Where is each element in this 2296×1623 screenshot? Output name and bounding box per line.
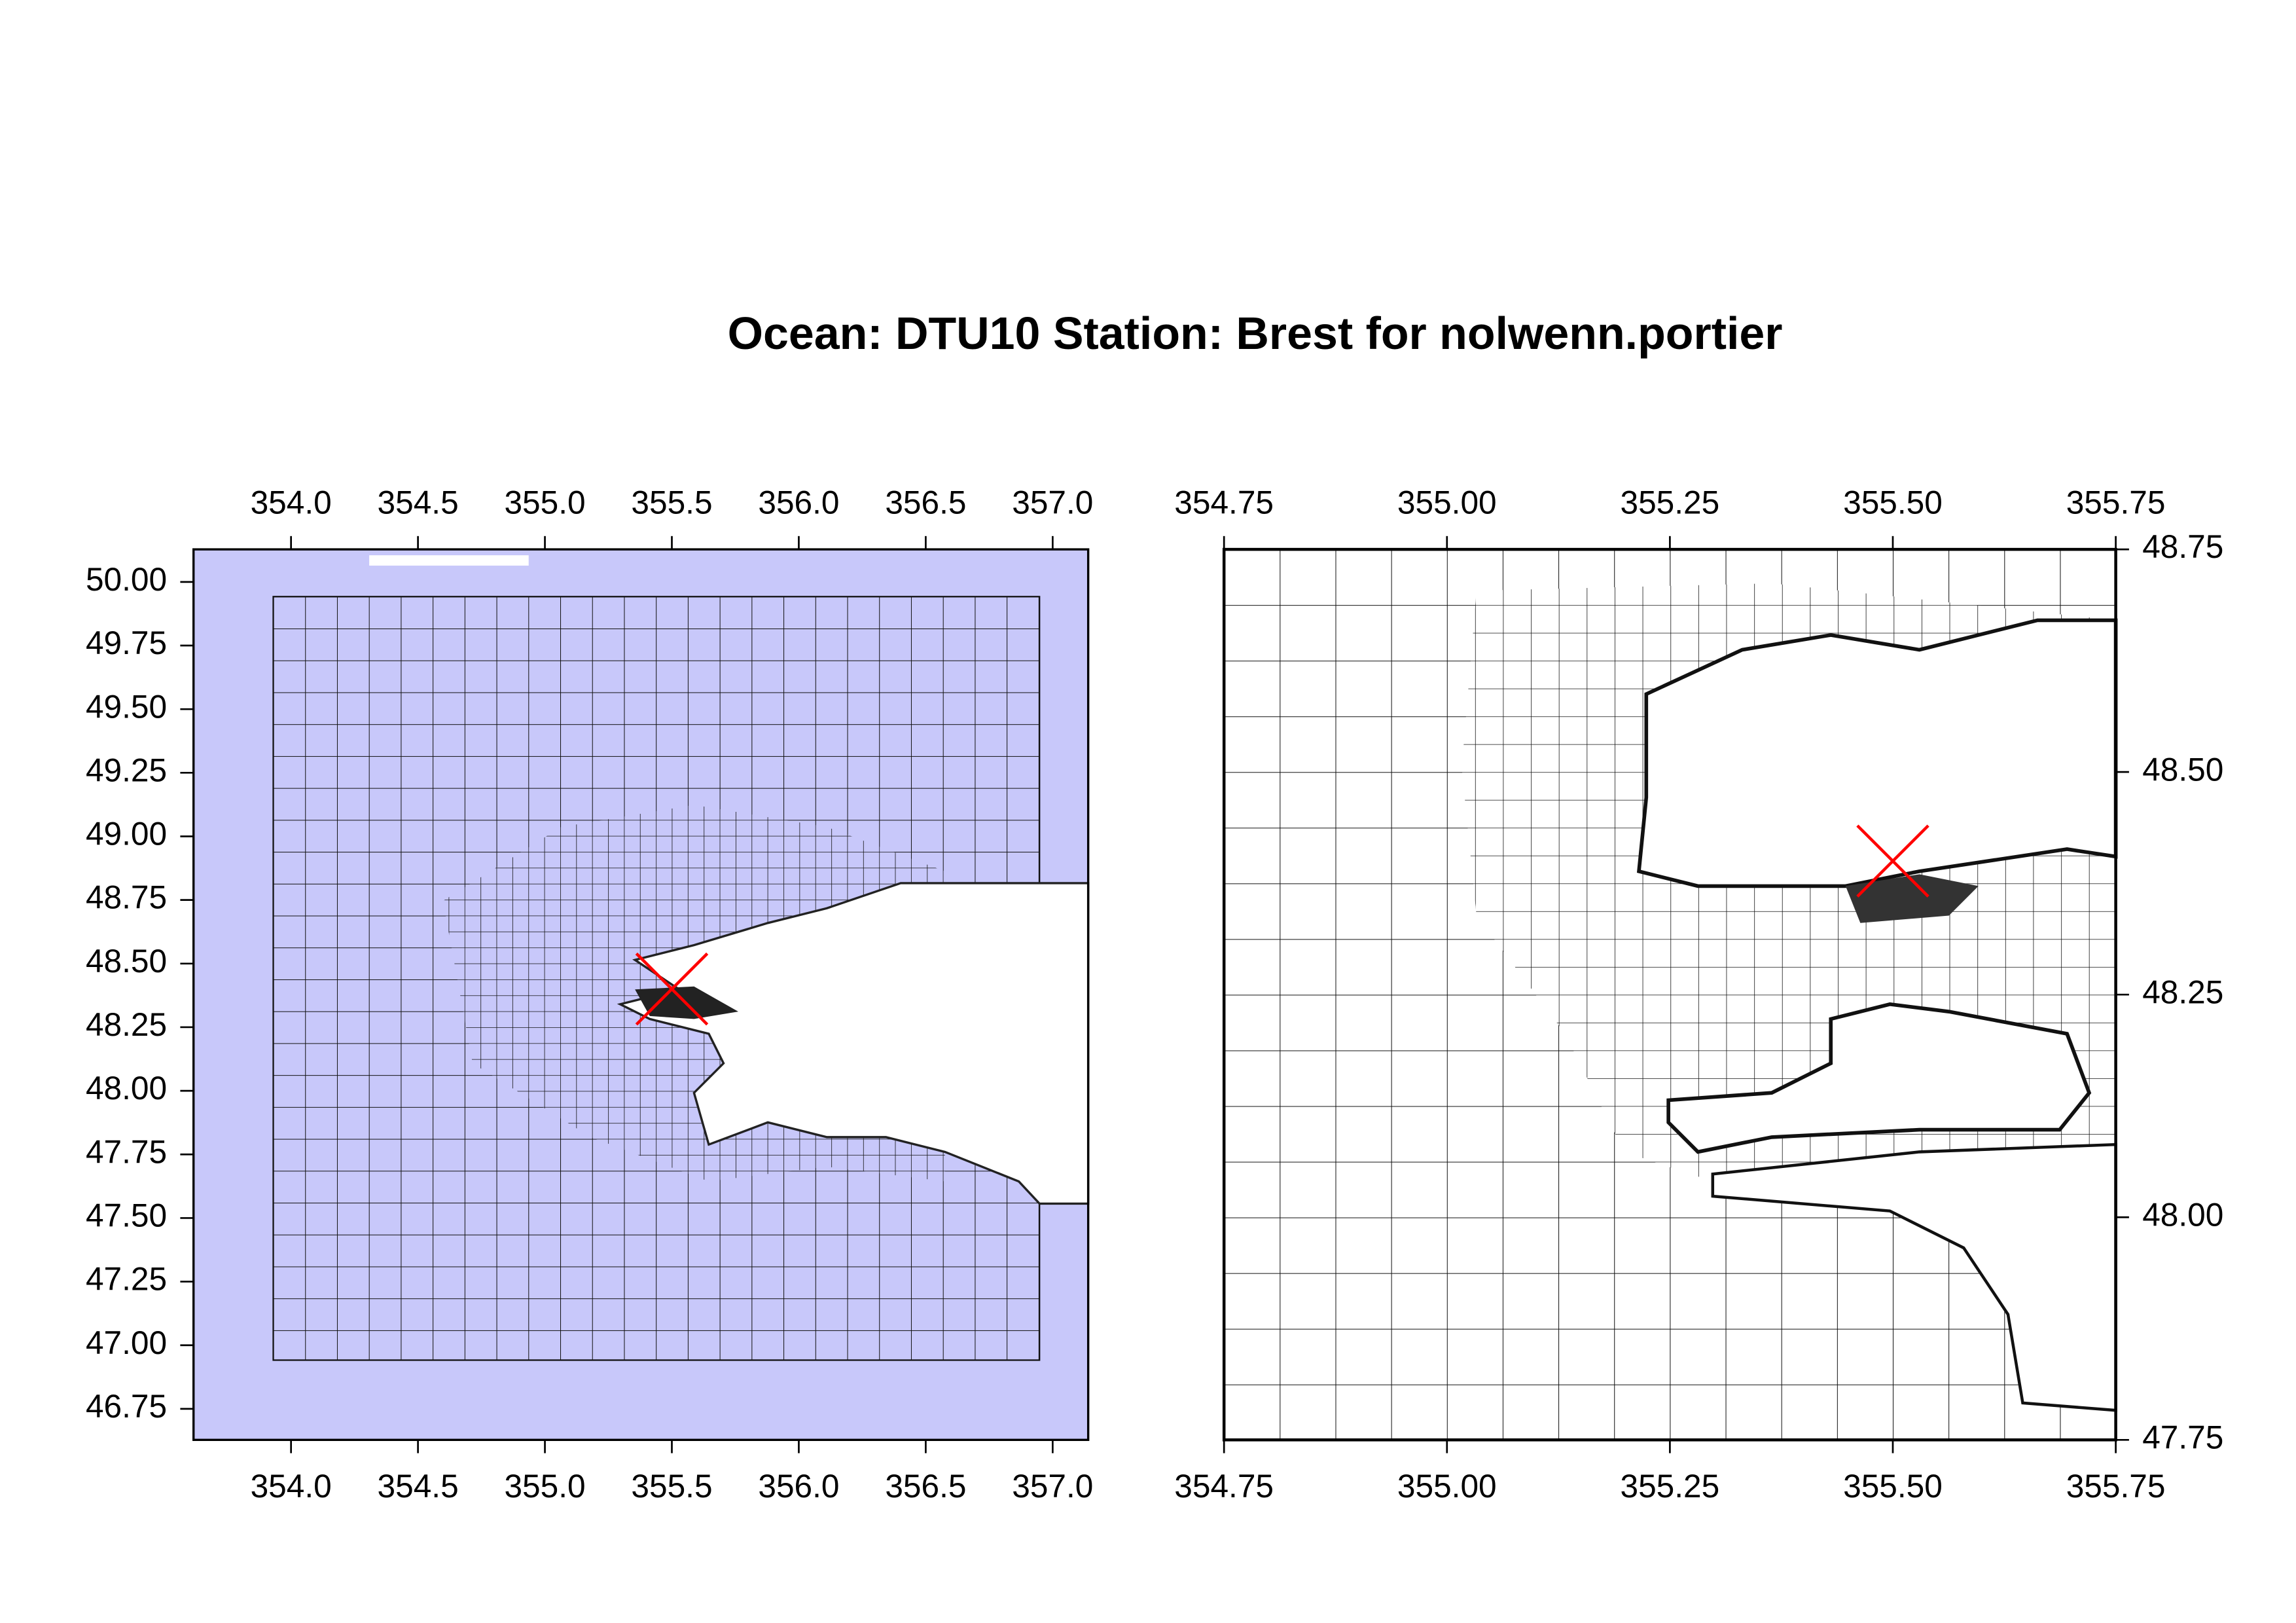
x-tick-label: 355.0	[504, 484, 585, 521]
x-tick-label: 357.0	[1012, 484, 1093, 521]
y-tick-label: 49.75	[86, 625, 167, 661]
title: Ocean: DTU10 Station: Brest for nolwenn.…	[728, 308, 1783, 359]
x-tick-label: 356.5	[885, 1468, 966, 1504]
x-tick-label: 354.0	[251, 484, 332, 521]
x-tick-label: 354.75	[1174, 1468, 1274, 1504]
x-tick-label: 357.0	[1012, 1468, 1093, 1504]
right-map	[1222, 547, 2118, 1442]
x-tick-label: 355.0	[504, 1468, 585, 1504]
x-tick-label: 355.75	[2066, 1468, 2166, 1504]
x-tick-label: 356.5	[885, 484, 966, 521]
marker-stroke	[635, 952, 709, 1026]
y-tick-label: 48.50	[2142, 751, 2223, 788]
y-tick-label: 49.25	[86, 752, 167, 788]
y-tick-label: 47.75	[2142, 1419, 2223, 1455]
y-tick-label: 50.00	[86, 561, 167, 598]
y-tick-label: 49.50	[86, 688, 167, 725]
station-marker	[635, 952, 709, 1026]
frame	[192, 548, 1090, 1441]
y-tick-label: 48.75	[86, 879, 167, 916]
y-tick-label: 48.25	[86, 1006, 167, 1043]
x-tick-label: 354.0	[251, 1468, 332, 1504]
x-tick-label: 354.5	[378, 1468, 459, 1504]
land-peninsula	[1666, 1002, 2092, 1154]
land-north	[1636, 618, 2118, 888]
x-tick-label: 355.00	[1397, 484, 1497, 521]
x-tick-label: 355.00	[1397, 1468, 1497, 1504]
y-tick-label: 48.50	[86, 943, 167, 979]
x-tick-label: 355.5	[631, 484, 712, 521]
no-data-strip	[369, 555, 529, 566]
y-tick-label: 47.25	[86, 1261, 167, 1298]
x-tick-label: 355.50	[1843, 1468, 1943, 1504]
land-south	[1711, 1142, 2117, 1412]
x-tick-label: 355.25	[1621, 484, 1720, 521]
y-tick-label: 47.75	[86, 1133, 167, 1170]
y-tick-label: 48.25	[2142, 974, 2223, 1010]
x-tick-label: 355.5	[631, 1468, 712, 1504]
x-tick-label: 356.0	[758, 484, 839, 521]
y-tick-label: 48.00	[86, 1070, 167, 1106]
y-tick-label: 49.00	[86, 816, 167, 852]
y-tick-label: 46.75	[86, 1388, 167, 1425]
land	[617, 882, 1090, 1205]
x-tick-label: 356.0	[758, 1468, 839, 1504]
x-tick-label: 354.5	[378, 484, 459, 521]
y-tick-label: 47.50	[86, 1197, 167, 1234]
x-tick-label: 354.75	[1174, 484, 1274, 521]
estuary	[1845, 874, 1979, 923]
x-tick-label: 355.75	[2066, 484, 2166, 521]
x-tick-label: 355.50	[1843, 484, 1943, 521]
marker-stroke	[1856, 824, 1929, 898]
station-marker	[1856, 824, 1929, 898]
y-tick-label: 48.75	[2142, 528, 2223, 565]
x-tick-label: 355.25	[1621, 1468, 1720, 1504]
y-tick-label: 48.00	[2142, 1196, 2223, 1233]
left-map	[192, 548, 1090, 1441]
y-tick-label: 47.00	[86, 1324, 167, 1361]
